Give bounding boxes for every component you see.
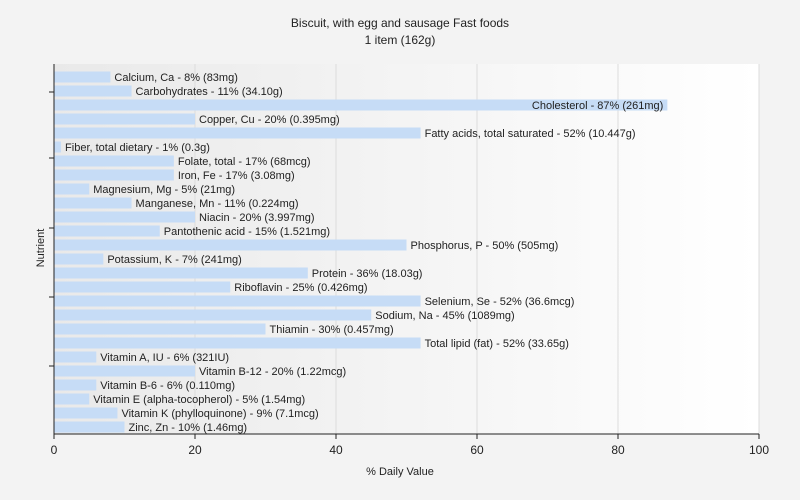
bar (54, 253, 104, 265)
bar-label: Vitamin A, IU - 6% (321IU) (100, 352, 229, 364)
bars-group: Calcium, Ca - 8% (83mg) Carbohydrates - 1… (54, 71, 668, 434)
bar (54, 183, 90, 195)
bar-label: Vitamin E (alpha-tocopherol) - 5% (1.54m… (93, 394, 305, 406)
bar-label: Fatty acids, total saturated - 52% (10.4… (425, 128, 636, 140)
axes-group (49, 64, 760, 439)
bar-label: Potassium, K - 7% (241mg) (107, 254, 242, 266)
bar-label: Selenium, Se - 52% (36.6mcg) (425, 296, 575, 308)
bar-label: Zinc, Zn - 10% (1.46mg) (129, 422, 248, 434)
bar (54, 85, 132, 97)
bar (54, 113, 195, 125)
bar (54, 169, 174, 181)
bar (54, 351, 97, 363)
bar-label: Sodium, Na - 45% (1089mg) (375, 310, 514, 322)
bar (54, 393, 90, 405)
bar (54, 421, 125, 433)
x-tick-label: 40 (329, 443, 343, 457)
bar (54, 365, 195, 377)
bar (54, 225, 160, 237)
bar (54, 295, 421, 307)
bar-label: Thiamin - 30% (0.457mg) (270, 324, 394, 336)
bar-label: Riboflavin - 25% (0.426mg) (234, 282, 367, 294)
x-tick-label: 80 (611, 443, 625, 457)
chart-subtitle: 1 item (162g) (364, 33, 436, 47)
bar (54, 323, 266, 335)
bar-label: Iron, Fe - 17% (3.08mg) (178, 170, 295, 182)
bar-label: Protein - 36% (18.03g) (312, 268, 423, 280)
bar-label: Fiber, total dietary - 1% (0.3g) (65, 142, 210, 154)
bar-label: Pantothenic acid - 15% (1.521mg) (164, 226, 330, 238)
bar (54, 99, 668, 111)
bar (54, 155, 174, 167)
bar (54, 197, 132, 209)
bar-label: Calcium, Ca - 8% (83mg) (114, 72, 237, 84)
bar-label: Magnesium, Mg - 5% (21mg) (93, 184, 235, 196)
bar (54, 379, 97, 391)
y-axis-label: Nutrient (35, 228, 47, 268)
x-tick-labels: 0 20 40 60 80 100 (51, 443, 770, 457)
bar-label: Vitamin B-6 - 6% (0.110mg) (100, 380, 235, 392)
bar-label: Total lipid (fat) - 52% (33.65g) (425, 338, 569, 350)
x-axis-label: % Daily Value (366, 466, 434, 478)
bar-label: Manganese, Mn - 11% (0.224mg) (136, 198, 299, 210)
bar-label: Vitamin B-12 - 20% (1.22mcg) (199, 366, 346, 378)
bar (54, 281, 231, 293)
bar (54, 211, 195, 223)
bar-label: Phosphorus, P - 50% (505mg) (411, 240, 559, 252)
x-tick-label: 60 (470, 443, 484, 457)
chart-title: Biscuit, with egg and sausage Fast foods (290, 16, 510, 30)
x-tick-label: 0 (51, 443, 58, 457)
bar (54, 267, 308, 279)
bar (54, 407, 118, 419)
bar (54, 141, 62, 153)
bar-label: Niacin - 20% (3.997mg) (199, 212, 315, 224)
bar (54, 71, 111, 83)
bar-label: Cholesterol - 87% (261mg) (532, 100, 663, 112)
bar (54, 337, 421, 349)
bar-label: Carbohydrates - 11% (34.10g) (136, 86, 283, 98)
x-tick-label: 20 (188, 443, 202, 457)
x-tick-label: 100 (749, 443, 769, 457)
bar-label: Copper, Cu - 20% (0.395mg) (199, 114, 340, 126)
bar (54, 239, 407, 251)
bar (54, 309, 372, 321)
bar-label: Folate, total - 17% (68mcg) (178, 156, 311, 168)
bar-label: Vitamin K (phylloquinone) - 9% (7.1mcg) (121, 408, 318, 420)
bar (54, 127, 421, 139)
